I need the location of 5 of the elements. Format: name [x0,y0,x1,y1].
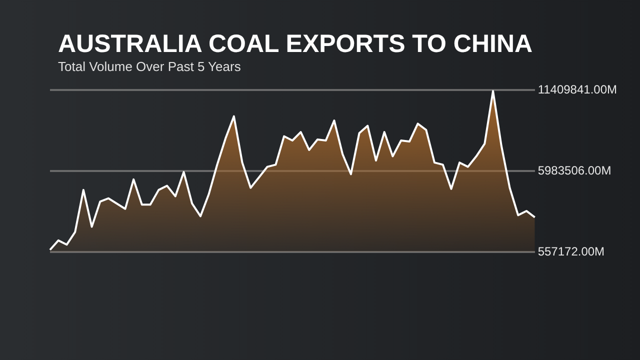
chart-subtitle: Total Volume Over Past 5 Years [58,59,241,74]
y-tick-label: 11409841.00M [538,82,618,96]
y-tick-label: 557172.00M [538,244,605,258]
y-tick-label: 5983506.00M [538,163,612,178]
chart-title: AUSTRALIA COAL EXPORTS TO CHINA [58,30,533,59]
